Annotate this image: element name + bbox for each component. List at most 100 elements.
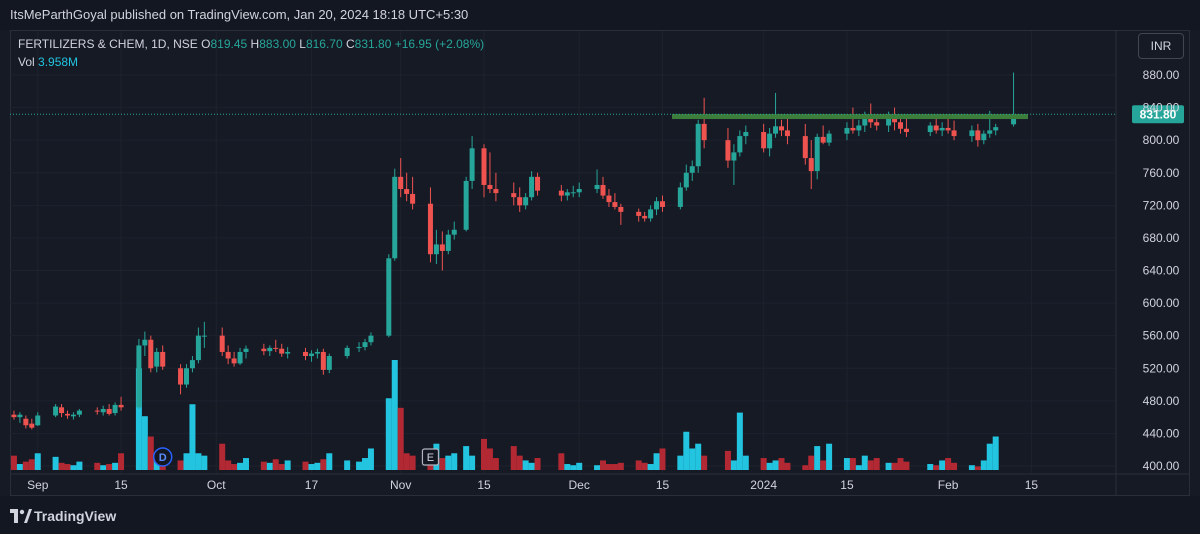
volume-bar: [534, 458, 541, 470]
volume-bar: [445, 455, 452, 470]
price-tick-label: 880.00: [1143, 68, 1180, 82]
high-value: 883.00: [259, 37, 296, 51]
volume-bar: [16, 464, 23, 470]
volume-bar: [528, 462, 535, 470]
candle-body: [243, 348, 249, 352]
volume-bar: [600, 460, 606, 470]
currency-button[interactable]: INR: [1138, 33, 1184, 59]
time-tick-label: Dec: [569, 478, 590, 492]
candle-body: [59, 407, 65, 414]
chart-overlays: 831.80 D E: [10, 105, 1184, 467]
candle-body: [535, 176, 541, 191]
candle-body: [987, 130, 993, 134]
candle-body: [53, 406, 59, 416]
price-tick-label: 720.00: [1143, 198, 1180, 212]
price-tick-label: 640.00: [1143, 264, 1180, 278]
candle-body: [445, 234, 451, 251]
candle-body: [23, 418, 29, 426]
volume-bar: [356, 461, 363, 470]
volume-bar: [314, 462, 321, 470]
candle-body: [285, 351, 291, 354]
candle-body: [993, 127, 999, 131]
volume-bar: [439, 458, 446, 470]
time-tick-label: 15: [477, 478, 491, 492]
volume-bar: [278, 464, 285, 470]
price-tick-label: 400.00: [1143, 459, 1180, 473]
candle-body: [523, 197, 529, 206]
candle-body: [898, 122, 903, 129]
volume-bar: [933, 465, 940, 470]
volume-bar: [564, 464, 571, 470]
volume-bar: [647, 464, 654, 470]
candle-body: [386, 258, 392, 336]
volume-bar: [58, 462, 65, 470]
volume-bar: [94, 462, 101, 470]
volume-bar: [308, 464, 315, 470]
close-label: C: [346, 37, 355, 51]
candle-body: [142, 339, 148, 346]
candle-body: [654, 201, 660, 210]
candle-body: [939, 127, 945, 131]
candle-body: [237, 351, 243, 364]
volume-bar: [409, 455, 416, 470]
volume-bar: [469, 455, 476, 470]
footer-bar: [0, 496, 1200, 534]
volume-bar: [243, 458, 249, 470]
volume-bar: [891, 462, 898, 470]
candle-body: [154, 351, 160, 367]
candle-body: [743, 132, 749, 137]
candle-body: [511, 193, 517, 198]
candle-body: [273, 347, 279, 349]
candle-body: [844, 127, 850, 134]
candle-body: [410, 193, 416, 204]
candle-body: [927, 125, 933, 133]
price-tick-label: 560.00: [1143, 329, 1180, 343]
candle-body: [677, 187, 683, 207]
volume-bar: [486, 448, 493, 470]
candle-body: [17, 414, 23, 418]
volume-bar: [760, 458, 767, 470]
volume-bar: [974, 466, 981, 470]
candle-body: [362, 342, 368, 348]
volume-bar: [992, 436, 999, 470]
candle-body: [892, 117, 898, 123]
volume-bar: [855, 465, 862, 470]
volume-bar: [784, 462, 791, 470]
earnings-marker-label: E: [427, 452, 434, 464]
candle-body: [767, 133, 773, 149]
volume-bar: [112, 462, 119, 470]
symbol-title: FERTILIZERS & CHEM, 1D, NSE: [18, 37, 198, 51]
volume-bar: [237, 462, 244, 470]
volume-bar: [10, 455, 17, 470]
volume-bar: [605, 464, 612, 470]
change-value: +16.95 (+2.08%): [394, 37, 485, 51]
candle-body: [70, 414, 76, 417]
price-tick-label: 680.00: [1143, 231, 1180, 245]
time-tick-label: Nov: [390, 478, 411, 492]
volume-bar: [22, 461, 29, 470]
candle-body: [1011, 114, 1017, 125]
volume-bar: [451, 453, 458, 470]
candle-body: [136, 345, 142, 408]
candle-body: [802, 136, 808, 159]
volume-bar: [510, 446, 517, 470]
volume-bar: [106, 464, 113, 470]
volume-bar: [736, 412, 743, 470]
volume-bar: [730, 460, 737, 470]
time-tick-label: Feb: [938, 478, 959, 492]
candle-body: [231, 358, 237, 364]
volume-bar: [570, 465, 577, 470]
candle-body: [11, 414, 17, 418]
candle-body: [195, 335, 201, 361]
candle-body: [487, 184, 493, 190]
candle-body: [731, 152, 737, 161]
volume-bar: [147, 436, 154, 470]
volume-bar: [189, 404, 196, 470]
volume-bar: [558, 453, 565, 470]
time-axis: Sep 15 Oct 17 Nov 15 Dec 15 2024 15 Feb 15: [10, 473, 1190, 492]
candle-body: [820, 136, 826, 143]
candle-body: [737, 136, 743, 153]
volume-bar: [362, 458, 368, 470]
price-tick-label: 800.00: [1143, 133, 1180, 147]
